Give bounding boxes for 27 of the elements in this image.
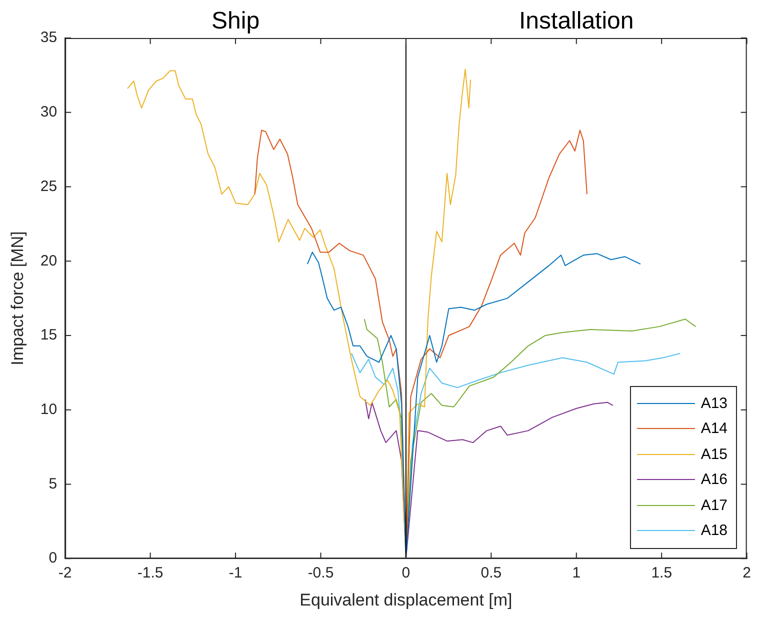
- legend-label: A18: [700, 522, 728, 540]
- y-tick-label: 10: [40, 401, 58, 418]
- x-tick-label: 0.5: [480, 564, 502, 582]
- x-axis-title: Equivalent displacement [m]: [300, 590, 512, 610]
- y-tick-label: 25: [40, 178, 58, 195]
- y-tick-label: 15: [40, 326, 58, 344]
- x-tick-label: -0.5: [308, 564, 334, 582]
- legend-label: A16: [700, 471, 728, 488]
- y-tick-label: 20: [40, 252, 58, 270]
- x-tick-label: 2: [742, 564, 751, 582]
- x-tick-label: -1.5: [137, 564, 164, 582]
- legend-label: A17: [700, 496, 728, 514]
- y-axis-title: Impact force [MN]: [8, 231, 27, 366]
- x-tick-label: -2: [58, 564, 72, 582]
- x-tick-label: -1: [228, 564, 242, 582]
- x-tick-label: 1: [572, 564, 581, 582]
- x-tick-label: 0: [402, 564, 410, 582]
- text: Installation: [519, 8, 634, 35]
- y-tick-label: 5: [48, 475, 58, 492]
- x-tick-label: 1.5: [651, 564, 672, 582]
- legend-label: A13: [700, 394, 728, 412]
- y-tick-label: 30: [40, 104, 58, 121]
- text: Ship: [211, 8, 260, 35]
- y-tick-label: 35: [40, 29, 58, 46]
- legend-label: A14: [700, 420, 728, 438]
- legend-label: A15: [700, 446, 728, 463]
- y-tick-label: 0: [48, 550, 58, 567]
